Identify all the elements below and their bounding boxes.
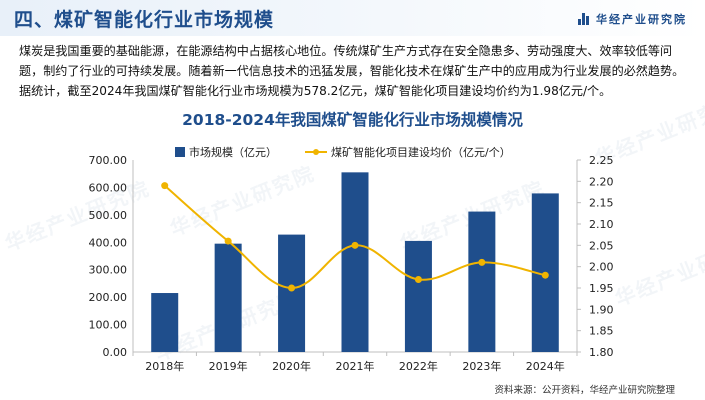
- y-right-tick-label: 2.20: [589, 175, 614, 188]
- y-right-tick-label: 2.00: [589, 261, 614, 274]
- line-point: [288, 284, 296, 292]
- y-right-tick-label: 1.90: [589, 303, 614, 316]
- chart-title: 2018-2024年我国煤矿智能化行业市场规模情况: [182, 111, 523, 129]
- x-tick-label: 2021年: [336, 359, 375, 373]
- line-point: [478, 258, 486, 266]
- y-left-tick-label: 100.00: [89, 319, 128, 332]
- source-note: 资料来源：公开资料，华经产业研究院整理: [494, 385, 675, 396]
- line-point: [541, 271, 549, 279]
- bar: [341, 172, 369, 352]
- intro-paragraph: 煤炭是我国重要的基础能源，在能源结构中占据核心地位。传统煤矿生产方式存在安全隐患…: [19, 44, 685, 98]
- bar: [214, 243, 242, 352]
- section-title: 四、煤矿智能化行业市场规模: [14, 9, 275, 31]
- bar: [404, 240, 432, 352]
- x-tick-label: 2022年: [399, 359, 438, 373]
- legend-line-label: 煤矿智能化项目建设均价（亿元/个）: [331, 146, 511, 159]
- y-right-tick-label: 1.85: [589, 325, 614, 338]
- y-left-tick-label: 500.00: [89, 209, 128, 222]
- legend-bar-swatch: [175, 147, 185, 157]
- bar: [151, 293, 179, 352]
- y-right-tick-label: 2.15: [589, 197, 614, 210]
- y-left-tick-label: 600.00: [89, 181, 128, 194]
- y-left-tick-label: 700.00: [89, 154, 128, 167]
- y-left-tick-label: 200.00: [89, 291, 128, 304]
- y-right-tick-label: 1.95: [589, 282, 614, 295]
- y-right-tick-label: 2.05: [589, 239, 614, 252]
- line-point: [161, 182, 169, 190]
- brand: 华经产业研究院: [578, 11, 687, 27]
- y-right-tick-label: 2.10: [589, 218, 614, 231]
- chart-legend: 市场规模（亿元） 煤矿智能化项目建设均价（亿元/个）: [175, 144, 511, 160]
- legend-bar-label: 市场规模（亿元）: [189, 146, 277, 159]
- line-point: [414, 275, 422, 283]
- x-tick-label: 2024年: [526, 359, 565, 373]
- brand-name: 华经产业研究院: [596, 13, 687, 26]
- line-point: [224, 237, 232, 245]
- bar: [278, 234, 306, 352]
- y-right-tick-label: 2.25: [589, 154, 614, 167]
- x-tick-label: 2020年: [272, 359, 311, 373]
- y-right-tick-label: 1.80: [589, 346, 614, 359]
- legend-line-swatch: [305, 147, 327, 157]
- brand-logo-icon: [578, 13, 590, 25]
- y-left-tick-label: 300.00: [89, 264, 128, 277]
- x-tick-label: 2023年: [462, 359, 501, 373]
- bar: [468, 211, 496, 352]
- y-left-tick-label: 400.00: [89, 236, 128, 249]
- line-point: [351, 241, 359, 249]
- x-tick-label: 2018年: [145, 359, 184, 373]
- y-left-tick-label: 0.00: [103, 346, 128, 359]
- x-tick-label: 2019年: [209, 359, 248, 373]
